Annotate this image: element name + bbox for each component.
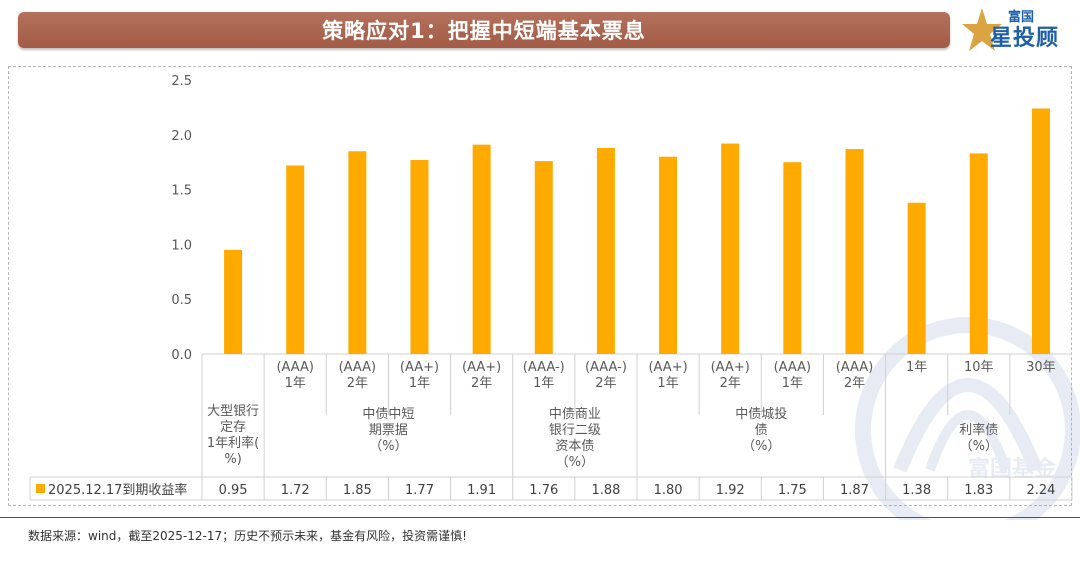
group-label: 银行二级	[549, 423, 601, 438]
x-tick-label: 30年	[1026, 360, 1056, 375]
group-label: 中债商业	[549, 407, 601, 422]
bar	[286, 165, 305, 354]
x-tick-label: (AAA)	[774, 360, 812, 375]
x-tick-label: 2年	[347, 376, 368, 391]
page-title: 策略应对1：把握中短端基本票息	[322, 19, 646, 43]
data-value-label: 1.75	[778, 483, 807, 498]
data-value-label: 2.24	[1026, 483, 1055, 498]
y-tick-label: 0.0	[171, 348, 192, 363]
bar	[783, 162, 802, 354]
footer-source: 数据来源：wind，截至2025-12-17；历史不预示未来，基金有风险，投资需…	[28, 529, 467, 543]
x-tick-label: (AAA)	[836, 360, 874, 375]
logo-big-text: 星投顾	[990, 26, 1060, 51]
chart-bars	[224, 108, 1050, 354]
x-tick-label: 2年	[844, 376, 865, 391]
group-label: %)	[224, 452, 241, 467]
brand-logo: 富国 星投顾	[962, 4, 1072, 56]
bar	[348, 151, 367, 354]
group-label: 定存	[220, 420, 246, 435]
group-label: 1年利率(	[207, 435, 259, 451]
chart-frame	[8, 66, 1072, 506]
x-tick-label: 2年	[471, 376, 492, 391]
data-value-label: 1.91	[467, 483, 496, 498]
data-value-label: 1.77	[405, 483, 434, 498]
legend-label: 2025.12.17到期收益率	[48, 482, 187, 498]
bar	[596, 147, 615, 354]
data-value-label: 1.85	[343, 483, 372, 498]
group-label: （%）	[369, 439, 407, 454]
group-label: 利率债	[959, 422, 998, 438]
y-tick-label: 2.5	[171, 74, 192, 89]
y-tick-label: 1.0	[171, 238, 192, 253]
data-value-label: 1.83	[964, 483, 993, 498]
title-bar: 策略应对1：把握中短端基本票息	[18, 12, 950, 48]
group-label: 中债中短	[362, 407, 414, 422]
legend-swatch	[36, 484, 45, 493]
bar	[969, 153, 988, 354]
group-label: 债	[755, 423, 768, 438]
x-tick-label: (AA+)	[462, 360, 501, 375]
x-tick-label: 1年	[782, 376, 803, 391]
x-tick-label: 1年	[657, 376, 678, 391]
x-tick-label: 10年	[964, 360, 994, 375]
data-value-label: 1.72	[281, 483, 310, 498]
data-value-label: 1.87	[840, 483, 869, 498]
x-tick-label: 1年	[285, 376, 306, 391]
data-value-label: 1.76	[529, 483, 558, 498]
bar	[224, 249, 243, 354]
x-tick-label: 1年	[409, 376, 430, 391]
data-value-label: 1.80	[654, 483, 683, 498]
data-value-label: 1.38	[902, 483, 931, 498]
group-label: （%）	[556, 455, 594, 470]
chart-axes: 0.0 0.5 1.0 1.5 2.0 2.5	[171, 74, 1072, 363]
group-label: 大型银行	[207, 404, 259, 419]
y-tick-label: 2.0	[171, 129, 192, 144]
bar	[534, 161, 553, 354]
bar	[1031, 108, 1050, 354]
bar	[845, 149, 864, 354]
logo-small-text: 富国	[1008, 10, 1035, 25]
watermark-text: 富国基金	[968, 456, 1057, 482]
y-tick-label: 1.5	[171, 184, 192, 199]
x-tick-label: 1年	[533, 376, 554, 391]
x-tick-label: (AA+)	[400, 360, 439, 375]
x-tick-label: 2年	[720, 376, 741, 391]
star-logo-icon	[962, 8, 1002, 51]
group-label: （%）	[742, 439, 780, 454]
y-tick-label: 0.5	[171, 293, 192, 308]
data-value-label: 0.95	[219, 483, 248, 498]
data-value-label: 1.92	[716, 483, 745, 498]
bar	[907, 202, 926, 354]
data-table: (AAA)1年(AAA)2年(AA+)1年(AA+)2年(AAA-)1年(AAA…	[29, 354, 1073, 501]
group-label: （%）	[960, 439, 998, 454]
x-tick-label: (AAA)	[276, 360, 314, 375]
x-tick-label: 2年	[595, 376, 616, 391]
group-label: 资本债	[555, 439, 594, 454]
data-value-label: 1.88	[591, 483, 620, 498]
group-label: 期票据	[369, 423, 408, 438]
watermark-logo-icon: 富国基金	[855, 317, 1080, 520]
x-tick-label: 1年	[906, 360, 927, 375]
x-tick-label: (AA+)	[711, 360, 750, 375]
bar	[410, 160, 429, 354]
footer-divider	[0, 517, 1080, 518]
x-tick-label: (AAA)	[339, 360, 377, 375]
group-label: 中债城投	[735, 406, 787, 422]
bar	[721, 143, 740, 354]
x-tick-label: (AA+)	[648, 360, 687, 375]
x-tick-label: (AAA-)	[523, 360, 565, 375]
bar	[472, 144, 491, 354]
bar	[659, 156, 678, 354]
bar-chart: 富国基金 0.00.51.01.52.02.5 (AAA)1年(AAA)2年(A…	[29, 74, 1080, 520]
x-tick-label: (AAA-)	[585, 360, 627, 375]
